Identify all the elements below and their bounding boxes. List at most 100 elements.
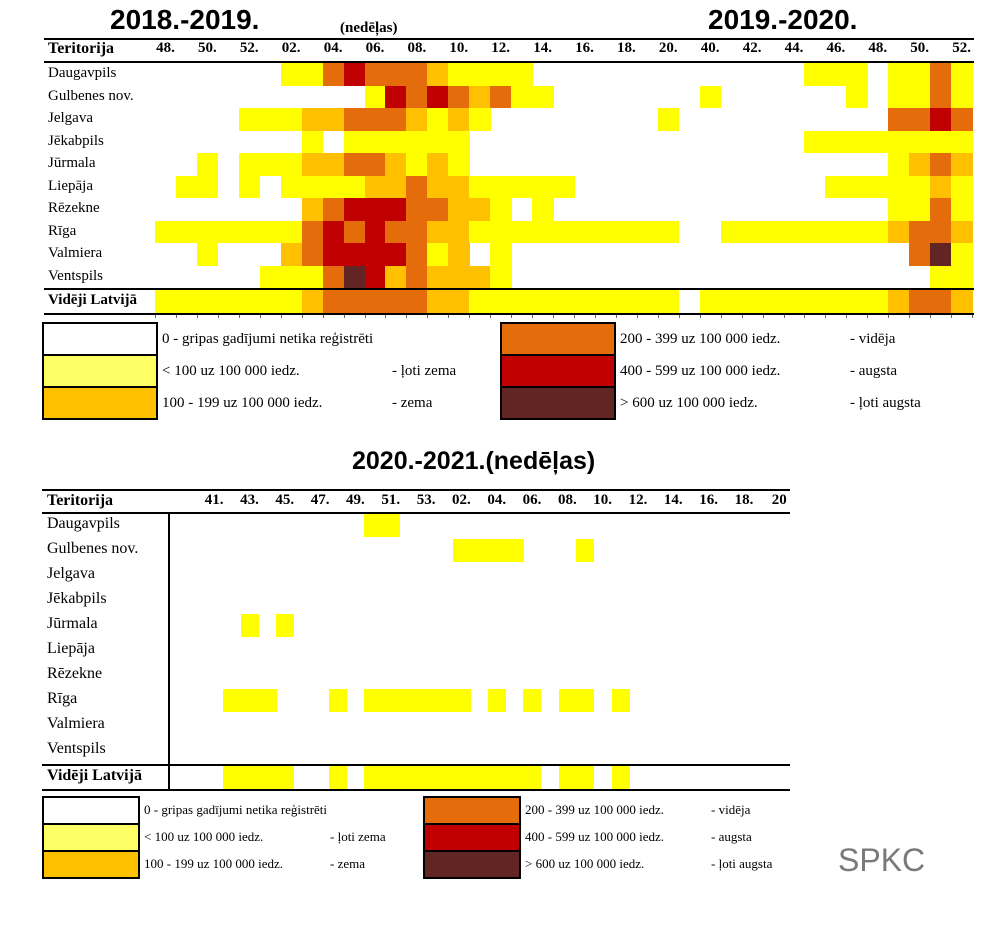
axis-tick bbox=[406, 314, 408, 318]
week-tick-label: 46. bbox=[826, 40, 846, 56]
heatmap-cell bbox=[322, 175, 345, 198]
heatmap-cell bbox=[217, 290, 240, 313]
heatmap-cell bbox=[574, 290, 596, 313]
row-label-territory: Valmiera bbox=[47, 715, 105, 732]
heatmap-cell bbox=[804, 290, 826, 313]
heatmap-cell bbox=[259, 108, 282, 131]
heatmap-cell bbox=[280, 290, 303, 313]
legend-swatch-level-2 bbox=[42, 386, 158, 420]
heatmap-cell bbox=[804, 130, 826, 153]
chart1-title-right: 2019.-2020. bbox=[708, 4, 858, 35]
legend-range-label: 200 - 399 uz 100 000 iedz. bbox=[620, 331, 781, 347]
heatmap-cell bbox=[196, 220, 219, 243]
heatmap-cell bbox=[490, 220, 512, 243]
heatmap-cell bbox=[452, 539, 471, 562]
heatmap-cell bbox=[238, 220, 261, 243]
heatmap-cell bbox=[558, 766, 577, 789]
totals-bottom-rule bbox=[44, 312, 975, 315]
heatmap-cell bbox=[417, 766, 436, 789]
header-bottom-rule bbox=[44, 61, 975, 63]
axis-tick bbox=[280, 314, 282, 318]
legend-category-label: - zema bbox=[392, 395, 433, 411]
heatmap-cell bbox=[259, 153, 282, 176]
axis-tick bbox=[867, 314, 869, 318]
heatmap-cell bbox=[532, 175, 554, 198]
axis-tick bbox=[615, 314, 617, 318]
week-tick-label: 14. bbox=[533, 40, 552, 56]
axis-tick bbox=[888, 314, 890, 318]
week-tick-label: 10. bbox=[593, 492, 613, 508]
week-tick-label: 52. bbox=[952, 40, 971, 56]
heatmap-cell bbox=[322, 243, 345, 266]
heatmap-cell bbox=[511, 85, 533, 108]
legend-category-label: - ļoti augsta bbox=[711, 856, 773, 871]
heatmap-cell bbox=[385, 63, 407, 86]
heatmap-cell bbox=[364, 153, 387, 176]
legend-category-label: - vidēja bbox=[850, 331, 896, 347]
heatmap-cell bbox=[594, 220, 617, 243]
legend-range-label: < 100 uz 100 000 iedz. bbox=[162, 363, 300, 379]
heatmap-cell bbox=[825, 220, 847, 243]
totals-top-rule bbox=[42, 764, 791, 766]
heatmap-cell bbox=[448, 130, 470, 153]
column-header-territory: Teritorija bbox=[47, 492, 114, 509]
axis-tick bbox=[238, 314, 240, 318]
week-tick-label: 50. bbox=[910, 40, 930, 56]
heatmap-cell bbox=[406, 290, 428, 313]
row-label-territory: Jēkabpils bbox=[48, 132, 104, 149]
heatmap-cell bbox=[343, 243, 366, 266]
heatmap-cell bbox=[399, 689, 418, 712]
heatmap-cell bbox=[364, 689, 383, 712]
legend-category-label: - augsta bbox=[711, 829, 752, 844]
heatmap-cell bbox=[399, 766, 418, 789]
heatmap-cell bbox=[825, 63, 847, 86]
heatmap-cell bbox=[322, 63, 345, 86]
heatmap-cell bbox=[448, 220, 470, 243]
heatmap-cell bbox=[406, 130, 428, 153]
column-header-territory: Teritorija bbox=[48, 40, 115, 57]
week-tick-label: 49. bbox=[346, 492, 365, 508]
heatmap-cell bbox=[636, 220, 659, 243]
heatmap-cell bbox=[741, 220, 764, 243]
week-tick-label: 20 bbox=[771, 492, 787, 508]
heatmap-cell bbox=[951, 108, 973, 131]
axis-tick bbox=[343, 314, 345, 318]
axis-tick bbox=[364, 314, 366, 318]
heatmap-cell bbox=[699, 290, 722, 313]
heatmap-cell bbox=[301, 175, 324, 198]
week-tick-label: 52. bbox=[239, 40, 259, 56]
heatmap-cell bbox=[951, 175, 973, 198]
week-tick-label: 14. bbox=[663, 492, 683, 508]
heatmap-cell bbox=[846, 175, 868, 198]
row-label-territory: Jelgava bbox=[48, 110, 93, 126]
heatmap-cell bbox=[909, 85, 931, 108]
legend-range-label: 0 - gripas gadījumi netika reģistrēti bbox=[144, 802, 328, 817]
axis-tick bbox=[783, 314, 785, 318]
heatmap-cell bbox=[343, 290, 366, 313]
heatmap-cell bbox=[576, 766, 595, 789]
heatmap-cell bbox=[427, 290, 449, 313]
legend-swatch-level-3 bbox=[423, 796, 521, 825]
heatmap-cell bbox=[280, 243, 303, 266]
axis-tick bbox=[553, 314, 555, 318]
heatmap-cell bbox=[448, 198, 470, 221]
week-tick-label: 04. bbox=[323, 40, 343, 56]
heatmap-cell bbox=[322, 153, 345, 176]
heatmap-cell bbox=[427, 243, 449, 266]
heatmap-cell bbox=[490, 243, 512, 266]
heatmap-cell bbox=[322, 220, 345, 243]
heatmap-cell bbox=[385, 243, 407, 266]
heatmap-cell bbox=[930, 108, 952, 131]
heatmap-cell bbox=[867, 130, 889, 153]
week-tick-label: 51. bbox=[381, 492, 401, 508]
week-tick-label: 48. bbox=[868, 40, 888, 56]
axis-tick bbox=[741, 314, 743, 318]
heatmap-cell bbox=[867, 175, 889, 198]
week-tick-label: 18. bbox=[617, 40, 636, 56]
week-tick-label: 12. bbox=[491, 40, 511, 56]
row-label-territory: Valmiera bbox=[48, 245, 103, 261]
heatmap-cell bbox=[930, 153, 952, 176]
heatmap-cell bbox=[301, 63, 324, 86]
heatmap-cell bbox=[523, 689, 542, 712]
heatmap-cell bbox=[487, 689, 507, 712]
